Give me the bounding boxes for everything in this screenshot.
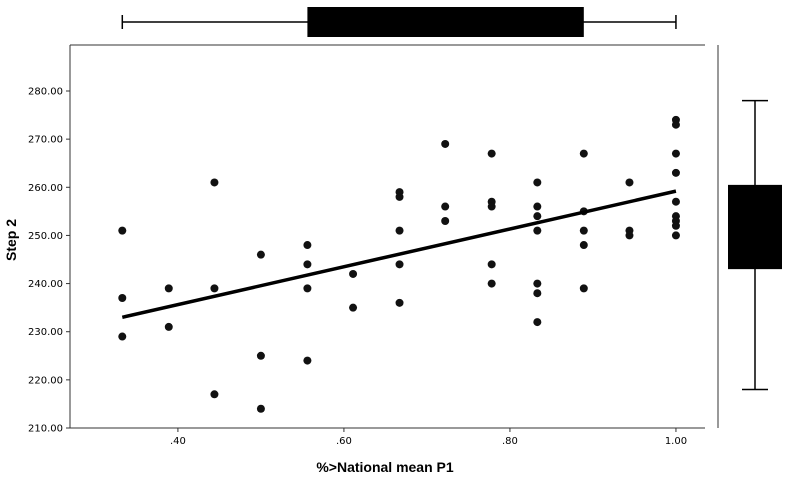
data-point [303,284,312,293]
y-tick-label: 230.00 [28,327,63,338]
data-point [164,322,173,331]
data-point [533,226,542,235]
y-marginal-boxplot [728,99,782,391]
data-point [256,351,265,360]
data-point [533,279,542,288]
y-tick-label: 270.00 [28,135,63,146]
data-point [533,289,542,298]
data-point [533,318,542,327]
y-axis-ticks: 210.00 220.00 230.00 240.00 250.00 260.00 270.… [28,87,70,435]
x-marginal-boxplot [121,7,677,37]
data-point [118,226,127,235]
data-point [671,120,680,129]
data-point [303,241,312,250]
data-point [256,404,265,413]
data-point [441,216,450,225]
data-point [349,303,358,312]
x-tick-label: 1.00 [665,436,687,447]
data-point [118,332,127,341]
x-tick-label: .40 [170,436,186,447]
y-tick-label: 260.00 [28,183,63,194]
data-point [533,212,542,221]
data-point [487,149,496,158]
fit-line-group [121,189,677,319]
data-point [349,269,358,278]
data-point [395,192,404,201]
data-point [487,279,496,288]
data-point [625,231,634,240]
data-point [395,226,404,235]
data-point [671,221,680,230]
data-point [118,294,127,303]
data-point [256,250,265,259]
data-point [533,178,542,187]
data-point [303,356,312,365]
data-point [395,298,404,307]
data-point [625,178,634,187]
data-point [210,390,219,399]
y-axis-title: Step 2 [3,219,19,261]
data-point [164,284,173,293]
x-axis-ticks: .40 .60 .80 1.00 [170,428,687,447]
y-tick-label: 240.00 [28,279,63,290]
data-point [210,284,219,293]
data-point [579,241,588,250]
data-point [579,149,588,158]
x-tick-label: .60 [336,436,352,447]
data-point [671,168,680,177]
data-point [210,178,219,187]
x-box-iqr [307,7,584,37]
x-axis-title: %>National mean P1 [316,459,454,475]
data-point [441,202,450,211]
y-tick-label: 280.00 [28,87,63,98]
data-point [303,260,312,269]
y-tick-label: 220.00 [28,375,63,386]
data-point [579,226,588,235]
data-point [671,197,680,206]
data-point [533,202,542,211]
data-points [118,115,680,413]
data-point [671,149,680,158]
data-point [579,284,588,293]
data-point [441,139,450,148]
data-point [395,260,404,269]
data-point [487,202,496,211]
data-point [671,231,680,240]
y-tick-label: 250.00 [28,231,63,242]
fit-line [121,189,677,319]
plot-frame [69,44,719,429]
y-tick-label: 210.00 [28,424,63,435]
x-tick-label: .80 [502,436,518,447]
y-box-iqr [728,184,782,270]
data-point [487,260,496,269]
